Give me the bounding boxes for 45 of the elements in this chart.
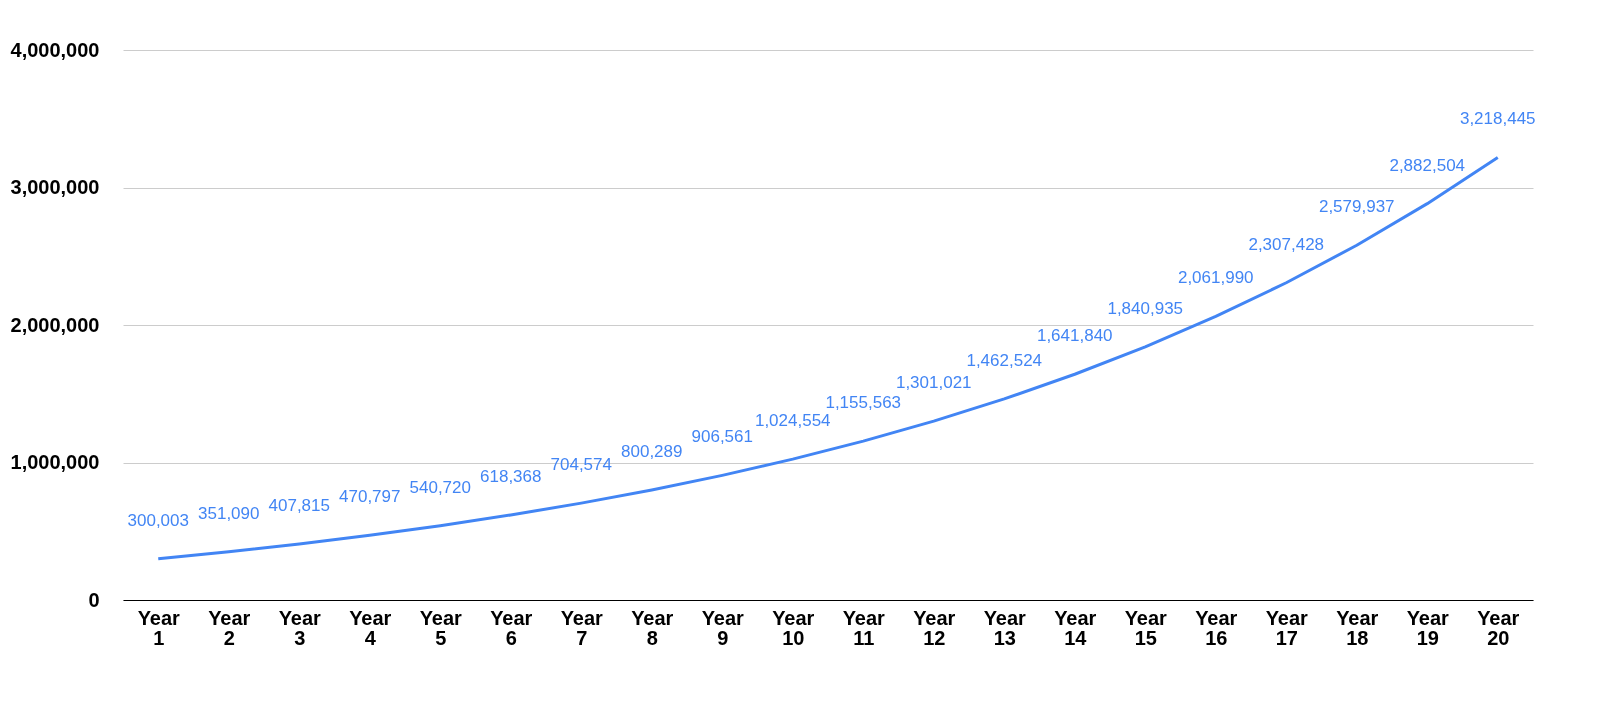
y-tick-label: 3,000,000 bbox=[10, 176, 100, 198]
data-label: 906,561 bbox=[691, 427, 753, 447]
x-tick-label: Year 15 bbox=[1124, 606, 1168, 649]
data-label: 2,882,504 bbox=[1389, 155, 1466, 175]
x-tick-label: Year 9 bbox=[701, 606, 745, 649]
data-label: 704,574 bbox=[550, 455, 612, 475]
data-label: 1,462,524 bbox=[966, 350, 1043, 370]
y-tick-label: 4,000,000 bbox=[10, 38, 100, 61]
data-label: 300,003 bbox=[127, 510, 189, 530]
x-tick-label: Year 6 bbox=[490, 606, 533, 649]
x-tick-label: Year 18 bbox=[1336, 606, 1379, 649]
data-label: 3,218,445 bbox=[1459, 109, 1536, 129]
x-tick-label: Year 19 bbox=[1406, 606, 1450, 649]
x-tick-label: Year 1 bbox=[137, 606, 181, 649]
x-tick-label: Year 2 bbox=[208, 606, 251, 649]
x-tick-label: Year 17 bbox=[1265, 606, 1309, 649]
data-label: 1,641,840 bbox=[1036, 326, 1113, 346]
data-label: 618,368 bbox=[480, 466, 542, 486]
x-tick-label: Year 3 bbox=[278, 606, 322, 649]
x-tick-label: Year 7 bbox=[560, 606, 604, 649]
x-tick-label: Year 14 bbox=[1054, 606, 1097, 649]
x-tick-label: Year 13 bbox=[983, 606, 1027, 649]
data-label: 540,720 bbox=[409, 477, 471, 497]
data-label: 800,289 bbox=[621, 441, 683, 461]
data-label: 2,061,990 bbox=[1177, 268, 1254, 288]
x-tick-label: Year 20 bbox=[1477, 606, 1520, 649]
y-tick-label: 0 bbox=[88, 588, 100, 611]
data-label: 1,840,935 bbox=[1107, 298, 1184, 318]
data-label: 470,797 bbox=[339, 487, 401, 507]
data-label: 2,307,428 bbox=[1248, 234, 1325, 254]
data-label: 1,155,563 bbox=[825, 393, 902, 413]
x-tick-label: Year 16 bbox=[1195, 606, 1238, 649]
data-label: 1,301,021 bbox=[895, 373, 972, 393]
x-tick-label: Year 8 bbox=[631, 606, 674, 649]
x-tick-label: Year 5 bbox=[419, 606, 463, 649]
data-label: 351,090 bbox=[198, 503, 260, 523]
x-tick-label: Year 11 bbox=[842, 606, 886, 649]
x-tick-label: Year 12 bbox=[913, 606, 956, 649]
data-label: 1,024,554 bbox=[754, 411, 831, 431]
x-tick-label: Year 10 bbox=[772, 606, 815, 649]
y-tick-label: 2,000,000 bbox=[10, 313, 100, 336]
data-label: 2,579,937 bbox=[1318, 197, 1395, 217]
x-tick-label: Year 4 bbox=[349, 606, 392, 649]
data-label: 407,815 bbox=[268, 495, 330, 515]
y-tick-label: 1,000,000 bbox=[10, 451, 100, 473]
